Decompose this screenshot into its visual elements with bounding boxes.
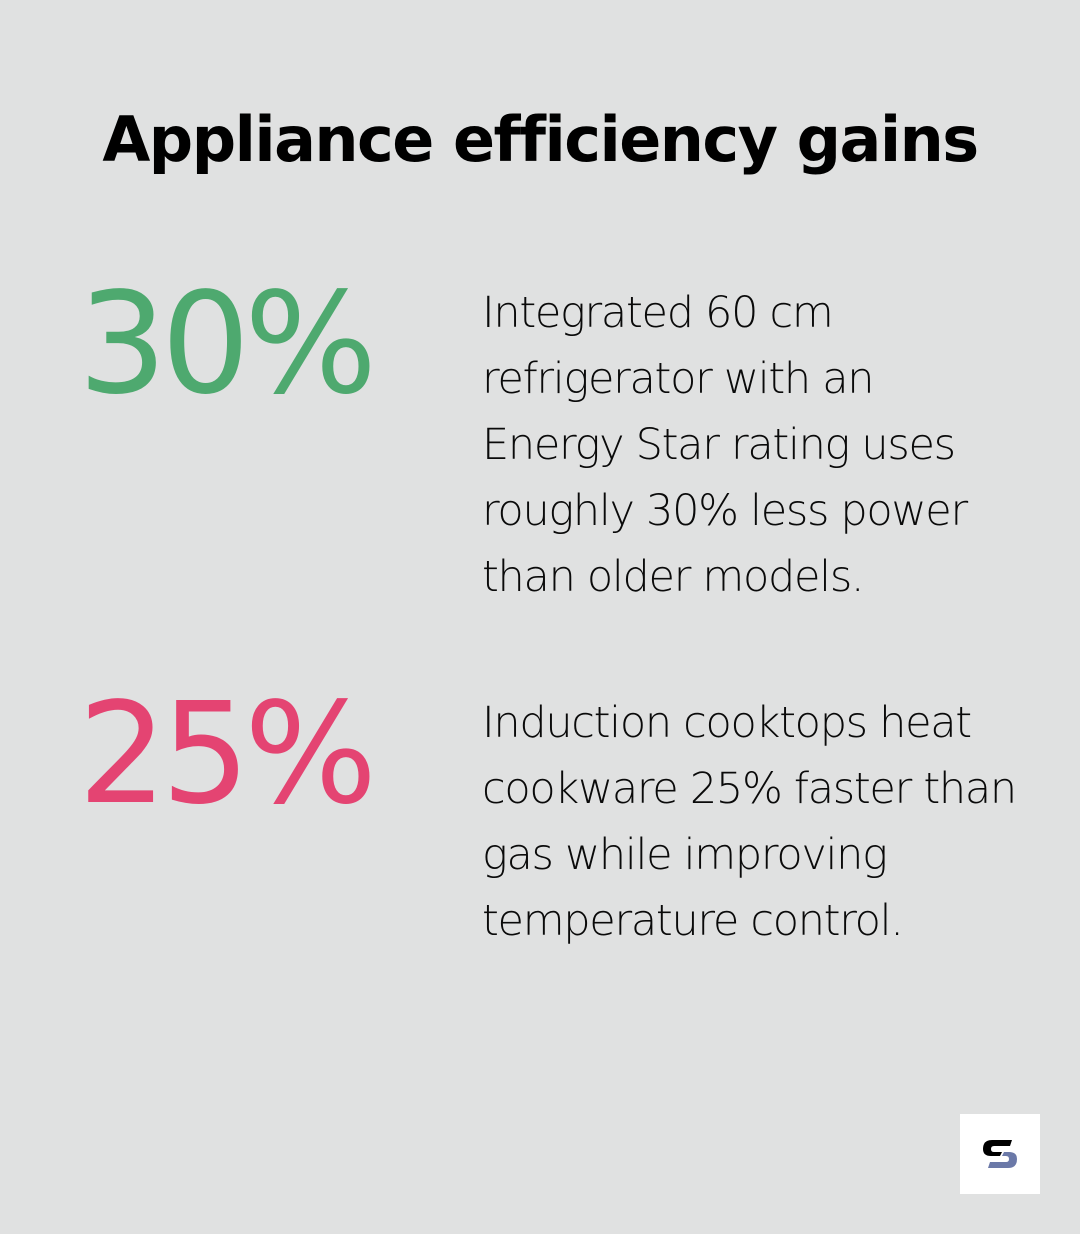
stat-value: 25%: [78, 673, 377, 836]
stat-description: Induction cooktops heat cookware 25% fas…: [482, 698, 1017, 946]
stat-block-induction: 25% Induction cooktops heat cookware 25%…: [0, 680, 1080, 1040]
stat-description: Integrated 60 cm refrigerator with an En…: [482, 288, 968, 602]
stat-block-refrigerator: 30% Integrated 60 cm refrigerator with a…: [0, 270, 1080, 630]
brand-logo: [960, 1114, 1040, 1194]
stat-value: 30%: [78, 263, 377, 426]
brand-s-logo-icon: [983, 1140, 1017, 1168]
page-title: Appliance efficiency gains: [102, 103, 979, 176]
